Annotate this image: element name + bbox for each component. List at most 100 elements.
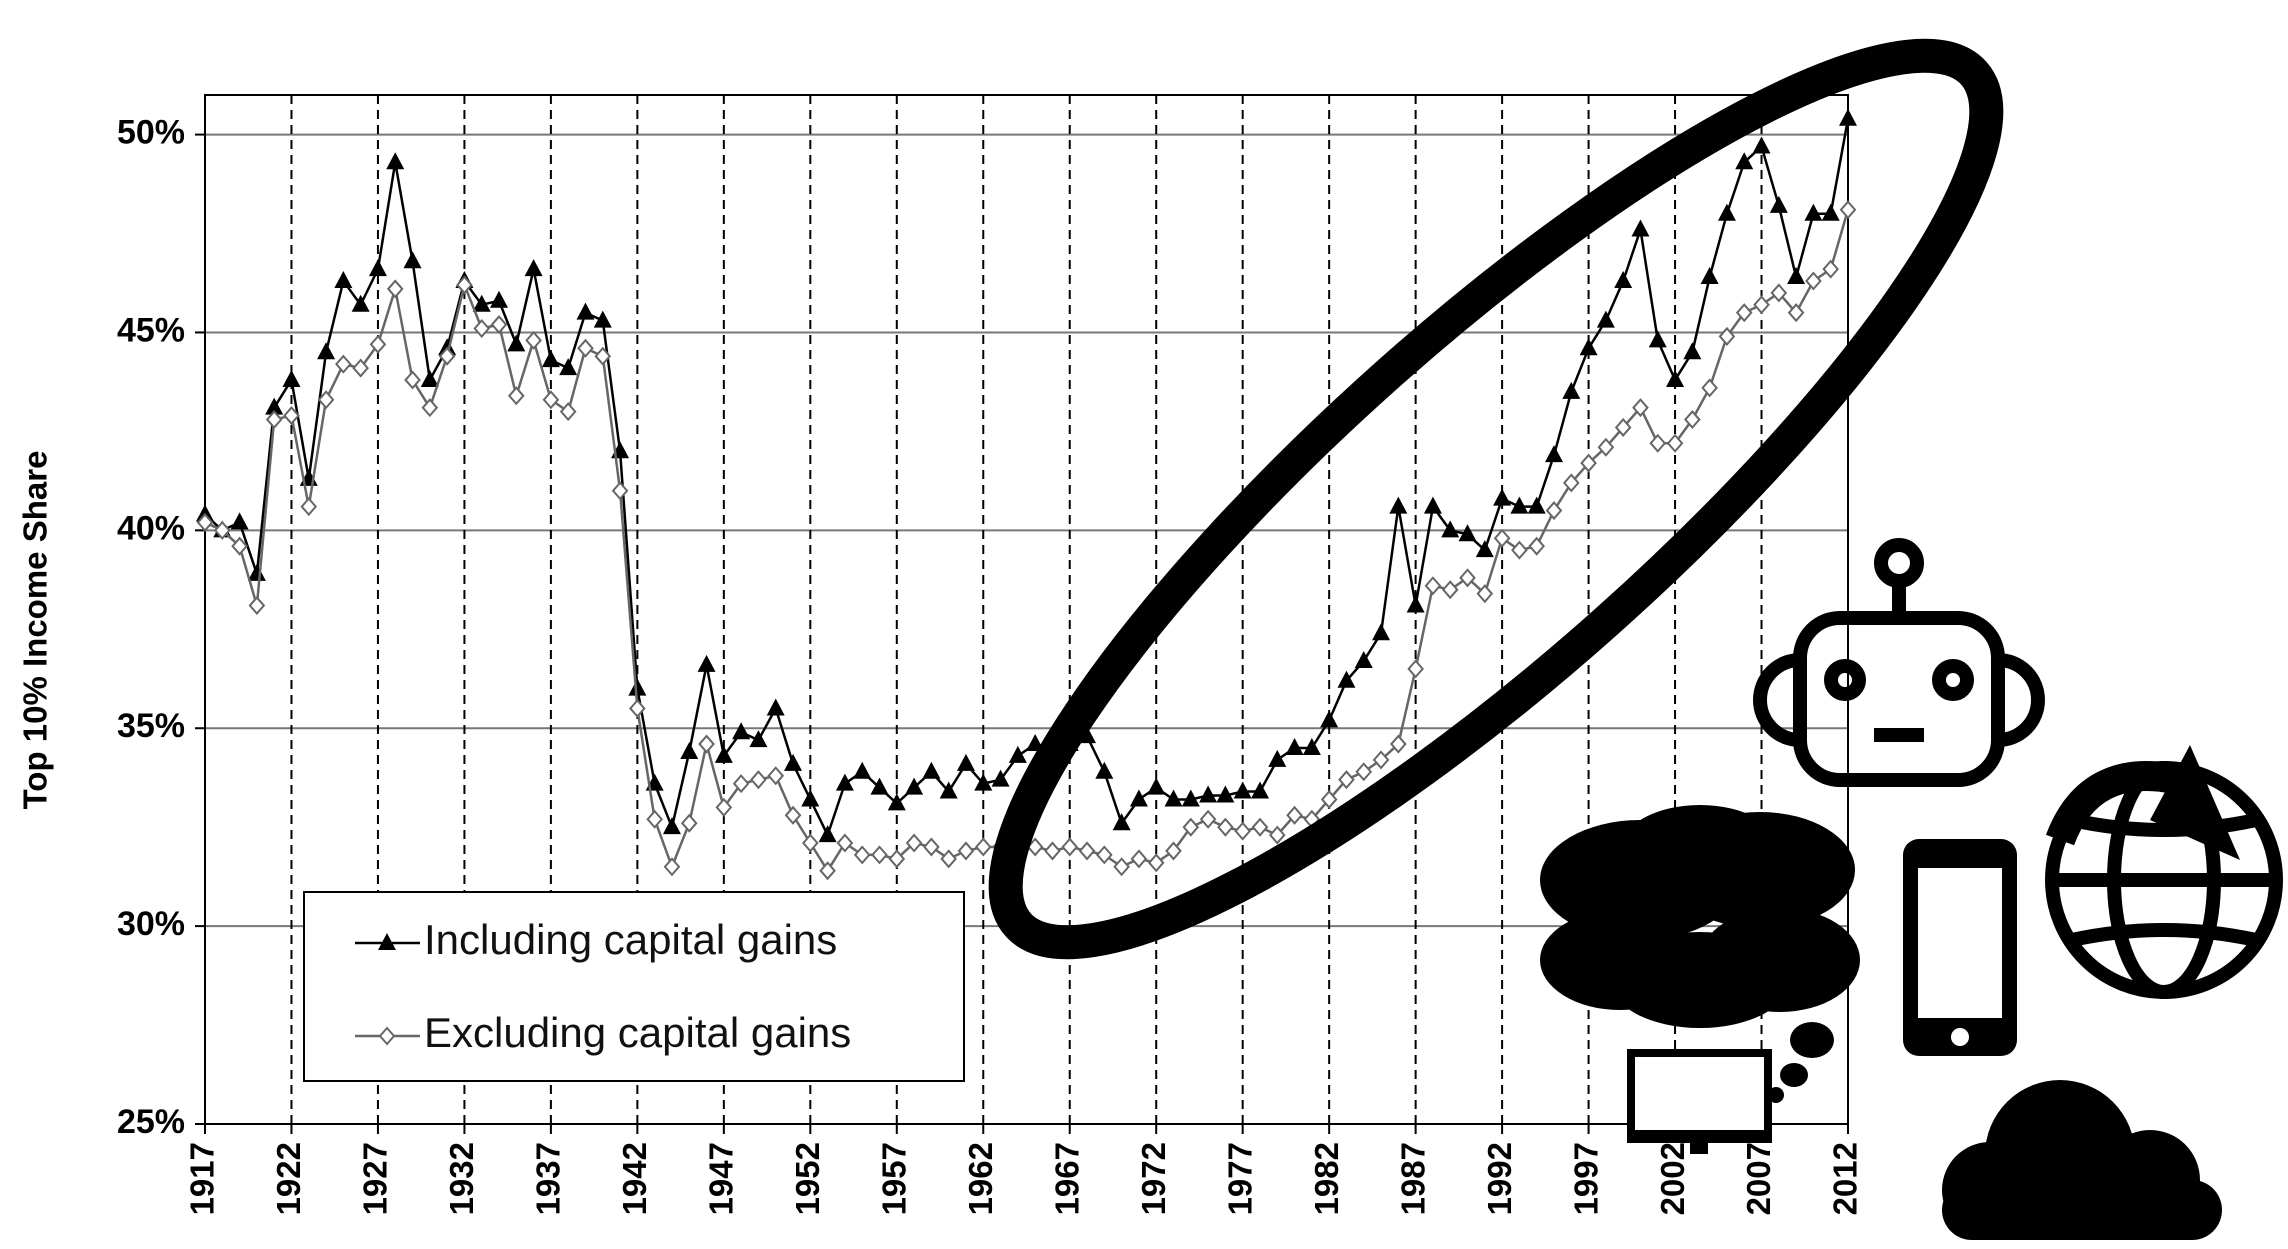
x-tick-label: 1922	[270, 1142, 307, 1215]
marker	[1338, 770, 1355, 790]
x-tick-label: 1932	[443, 1142, 480, 1215]
y-tick-label: 35%	[117, 707, 185, 745]
marker	[420, 369, 439, 387]
marker	[1632, 398, 1649, 418]
marker	[1839, 108, 1857, 126]
y-axis-label: Top 10% Income Share	[17, 451, 54, 810]
marker	[369, 334, 387, 354]
marker	[611, 481, 629, 501]
marker	[1423, 496, 1442, 514]
x-tick-label: 1972	[1135, 1142, 1172, 1215]
x-tick-label: 1997	[1567, 1142, 1604, 1215]
marker	[404, 370, 421, 390]
marker	[1787, 267, 1806, 285]
marker	[819, 861, 836, 881]
marker	[247, 563, 266, 581]
marker	[386, 152, 405, 170]
x-tick-label: 1992	[1481, 1142, 1518, 1215]
marker	[784, 753, 803, 771]
legend-label: Including capital gains	[424, 916, 837, 963]
marker	[1735, 152, 1754, 170]
y-tick-label: 50%	[117, 114, 185, 152]
marker	[594, 346, 612, 366]
marker	[1596, 310, 1615, 328]
x-tick-label: 1937	[530, 1142, 567, 1215]
marker	[1597, 437, 1615, 457]
y-tick-label: 40%	[117, 509, 185, 547]
marker	[732, 774, 750, 794]
robot-icon	[1753, 538, 2045, 787]
marker	[646, 809, 663, 829]
marker	[801, 833, 819, 853]
marker	[1717, 203, 1736, 221]
marker	[1250, 781, 1269, 799]
x-tick-label: 1947	[703, 1142, 740, 1215]
marker	[1008, 745, 1027, 763]
marker	[593, 310, 612, 328]
x-tick-label: 1957	[876, 1142, 913, 1215]
marker	[853, 845, 871, 865]
marker	[368, 259, 387, 277]
marker	[317, 342, 336, 360]
marker	[1839, 200, 1857, 220]
x-tick-label: 1977	[1221, 1142, 1258, 1215]
marker	[1302, 738, 1321, 756]
marker	[282, 369, 301, 387]
marker	[1718, 326, 1736, 346]
marker	[300, 497, 318, 517]
marker	[1475, 540, 1494, 558]
x-tick-label: 2002	[1654, 1142, 1691, 1215]
marker	[663, 857, 681, 877]
marker	[541, 350, 560, 368]
marker	[1476, 584, 1494, 604]
marker	[1217, 817, 1234, 837]
marker	[334, 271, 353, 289]
x-tick-label: 1952	[789, 1142, 826, 1215]
marker	[1821, 203, 1840, 221]
marker	[1044, 841, 1061, 861]
marker	[1787, 303, 1805, 323]
marker	[905, 777, 924, 795]
marker	[940, 849, 958, 869]
marker	[1562, 381, 1581, 399]
x-tick-label: 2012	[1827, 1142, 1864, 1215]
legend: Including capital gains Excluding capital…	[303, 891, 965, 1082]
x-tick-label: 1927	[357, 1142, 394, 1215]
marker	[1735, 303, 1753, 323]
marker	[1268, 825, 1286, 845]
marker	[1234, 821, 1252, 841]
marker	[887, 793, 906, 811]
marker	[1182, 817, 1200, 837]
marker	[1061, 837, 1079, 857]
marker	[818, 825, 837, 843]
marker	[403, 251, 422, 269]
legend-box	[303, 891, 965, 1082]
decoration	[988, 38, 2283, 1240]
marker	[1528, 536, 1546, 556]
marker	[1095, 761, 1114, 779]
marker	[386, 279, 404, 299]
marker	[1648, 330, 1667, 348]
x-tick-label: 1962	[962, 1142, 999, 1215]
marker	[1355, 762, 1373, 782]
marker	[939, 781, 958, 799]
marker	[1458, 524, 1477, 542]
marker	[507, 334, 526, 352]
marker	[628, 678, 647, 696]
marker	[1441, 520, 1460, 538]
marker	[1164, 789, 1183, 807]
marker	[922, 761, 941, 779]
marker	[1251, 817, 1269, 837]
marker	[1769, 195, 1788, 213]
y-tick-label: 30%	[117, 905, 185, 943]
marker	[317, 390, 335, 410]
marker	[680, 741, 699, 759]
plot-area: 25% 30% 35% 40% 45% 50% 1917 1922 1927 1932 1937 19…	[117, 94, 1864, 1215]
marker	[352, 358, 369, 378]
marker	[1112, 813, 1131, 831]
x-tick-label: 1917	[184, 1142, 221, 1215]
marker	[1701, 378, 1718, 398]
marker	[870, 777, 889, 795]
marker	[629, 698, 646, 718]
marker	[559, 358, 578, 376]
